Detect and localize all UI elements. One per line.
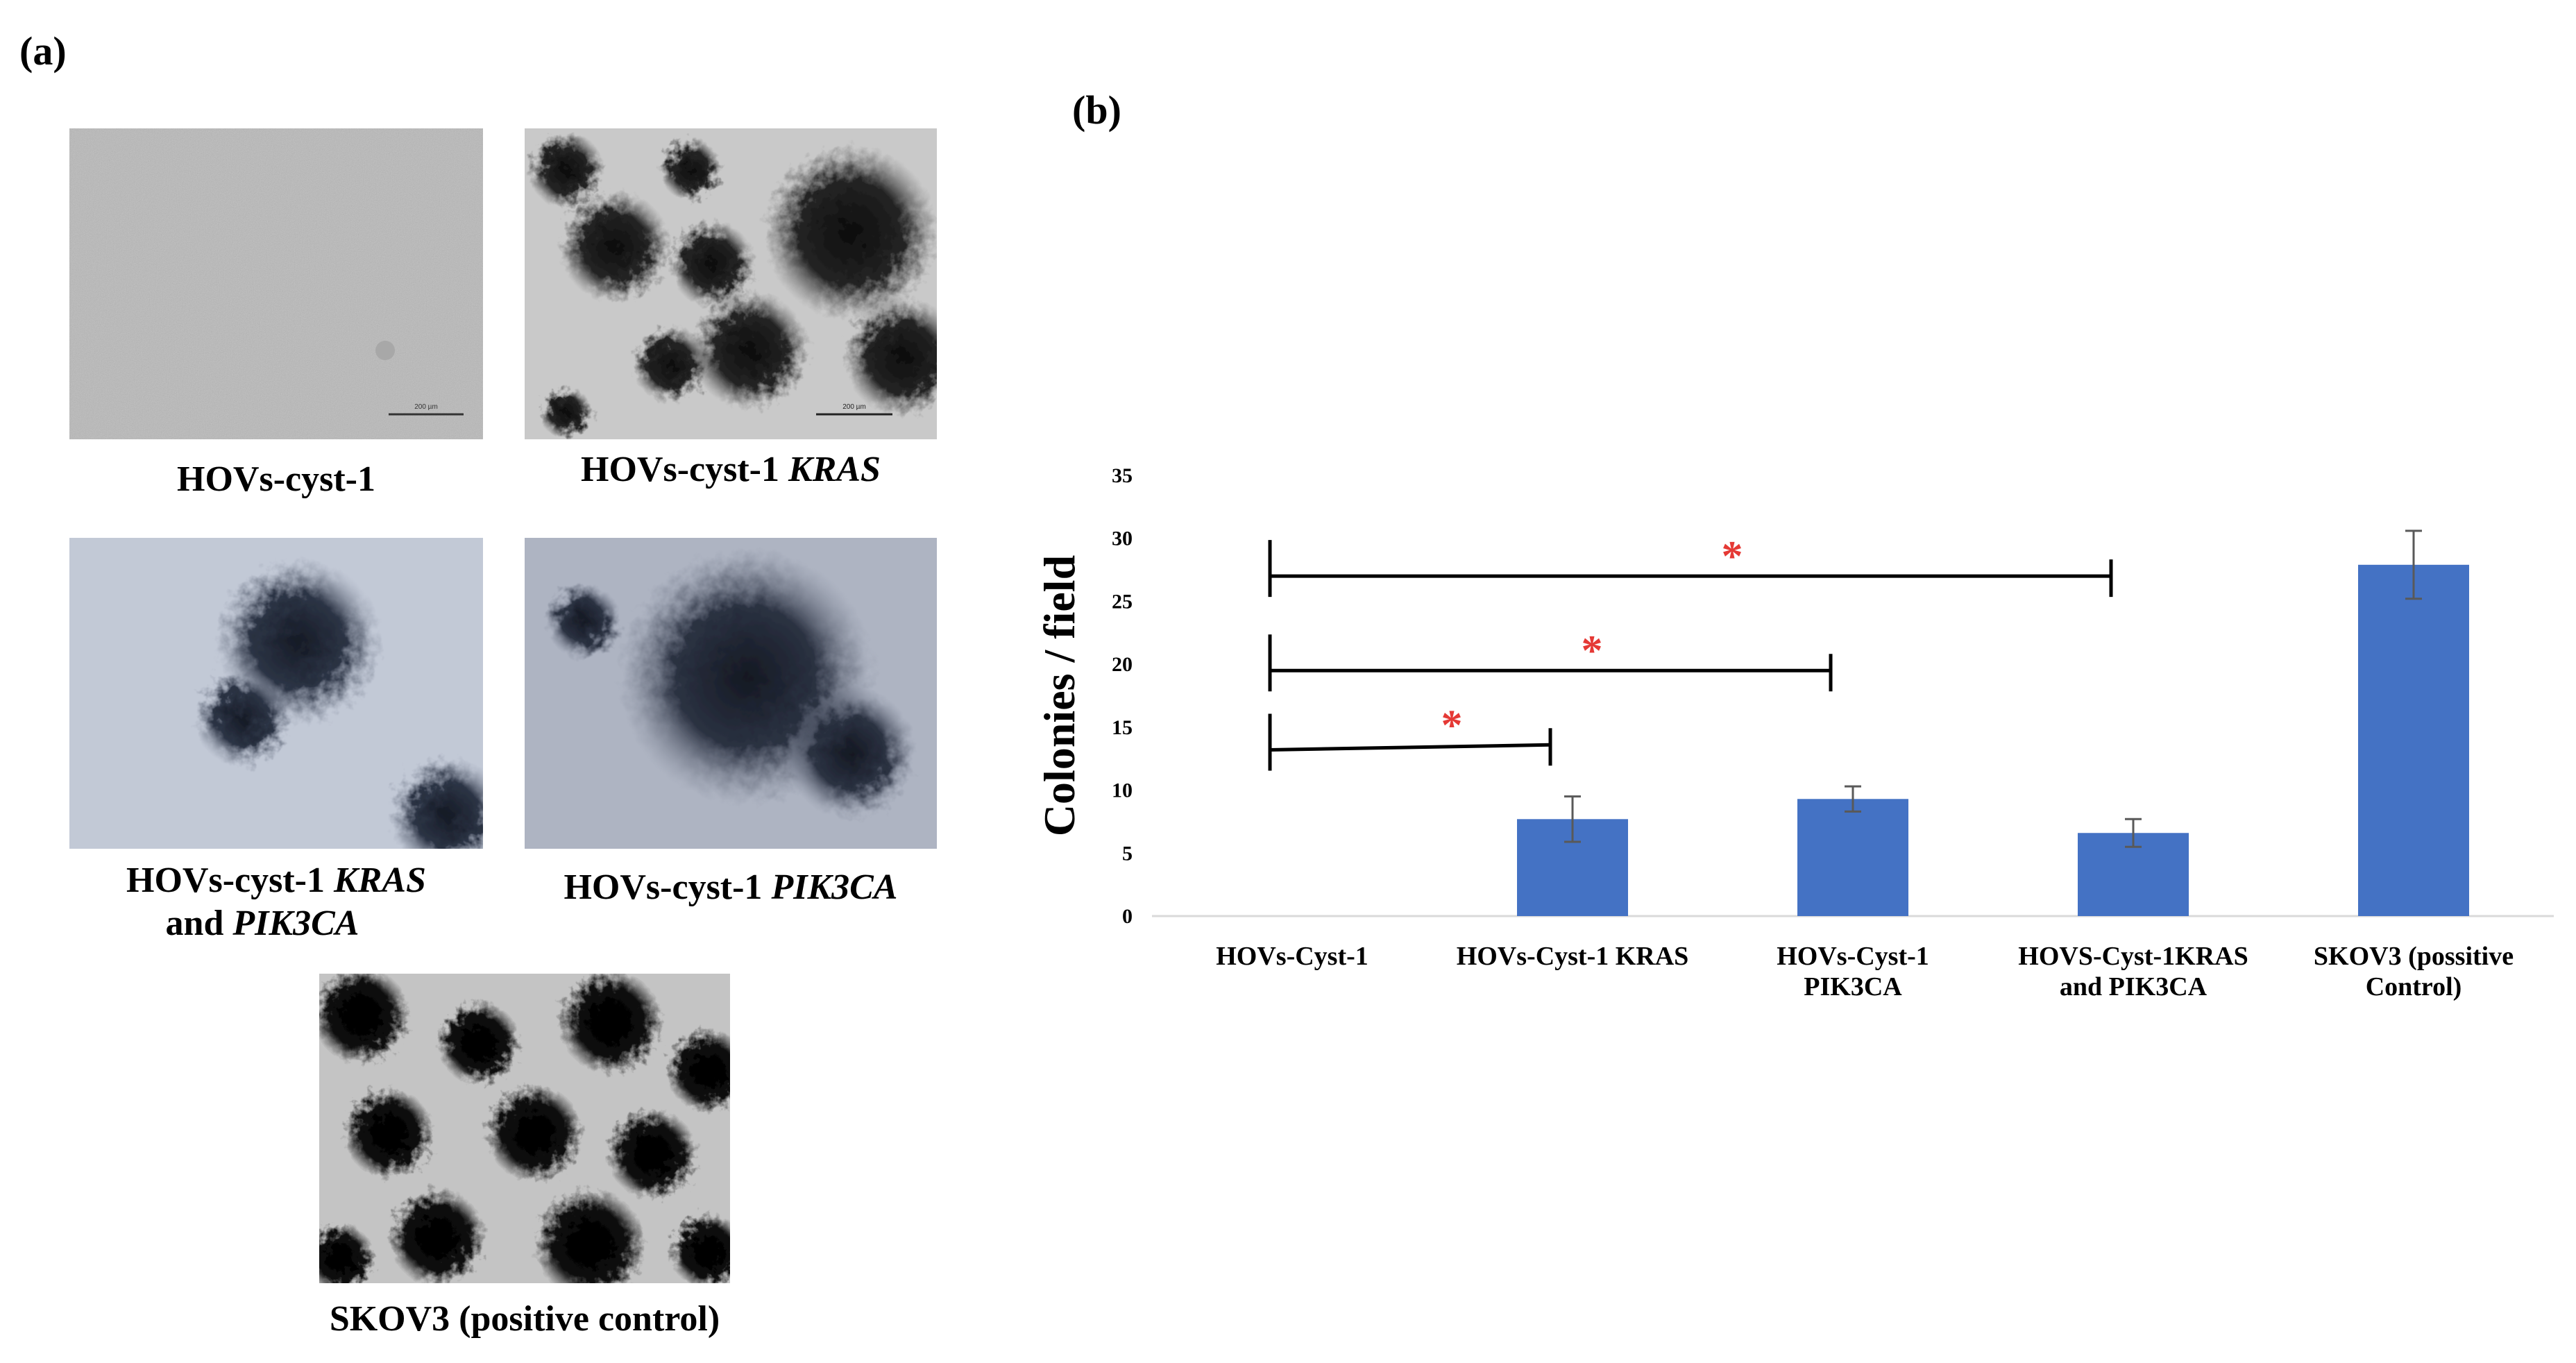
y-tick-label: 25 (1112, 590, 1133, 613)
micrograph-skov3 (319, 974, 730, 1283)
significance-star: * (1582, 627, 1603, 675)
scale-bar-label: 200 µm (842, 403, 866, 411)
significance-bracket (1269, 743, 1551, 752)
panel-a-label: (a) (19, 28, 67, 74)
micrograph-hovs-cyst-1-kras-pik3ca (69, 538, 483, 849)
colonies-bar-chart: * * * 0 5 10 15 20 25 30 35 Colonies / field HOVs-C… (1035, 464, 2554, 1001)
y-tick-label: 15 (1112, 716, 1133, 739)
bar (1797, 799, 1908, 916)
x-tick-label: Control) (2366, 972, 2462, 1001)
y-tick-label: 35 (1112, 464, 1133, 487)
x-tick-label: HOVS-Cyst-1KRAS (2018, 942, 2248, 971)
x-tick-label: HOVs-Cyst-1 (1777, 942, 1929, 971)
panel-b-label: (b) (1072, 87, 1121, 133)
caption-hovs-cyst-1-pik3ca: HOVs-cyst-1 PIK3CA (564, 867, 898, 907)
y-tick-label: 10 (1112, 779, 1133, 802)
scale-bar-label: 200 µm (414, 403, 438, 411)
bar (2358, 564, 2469, 916)
micrograph-hovs-cyst-1: 200 µm (69, 128, 483, 439)
y-tick-label: 30 (1112, 527, 1133, 550)
y-tick-label: 5 (1122, 842, 1133, 865)
micrograph-hovs-cyst-1-kras: 200 µm (525, 128, 937, 439)
micrograph-hovs-cyst-1-pik3ca (525, 538, 937, 849)
x-tick-label: SKOV3 (possitive (2314, 942, 2514, 971)
x-tick-label: PIK3CA (1804, 972, 1902, 1001)
caption-hovs-cyst-1-kras-pik3ca: HOVs-cyst-1 KRAS and PIK3CA (126, 861, 426, 943)
significance-star: * (1722, 533, 1743, 580)
significance-star: * (1441, 702, 1463, 749)
y-tick-label: 0 (1122, 905, 1133, 928)
x-tick-label: and PIK3CA (2060, 972, 2208, 1001)
y-axis-label: Colonies / field (1035, 555, 1084, 836)
y-tick-label: 20 (1112, 653, 1133, 676)
caption-hovs-cyst-1: HOVs-cyst-1 (177, 459, 375, 499)
x-tick-label: HOVs-Cyst-1 (1216, 942, 1368, 971)
x-tick-label: HOVs-Cyst-1 KRAS (1457, 942, 1689, 971)
caption-hovs-cyst-1-kras: HOVs-cyst-1 KRAS (581, 450, 881, 489)
caption-skov3: SKOV3 (positive control) (329, 1299, 720, 1339)
